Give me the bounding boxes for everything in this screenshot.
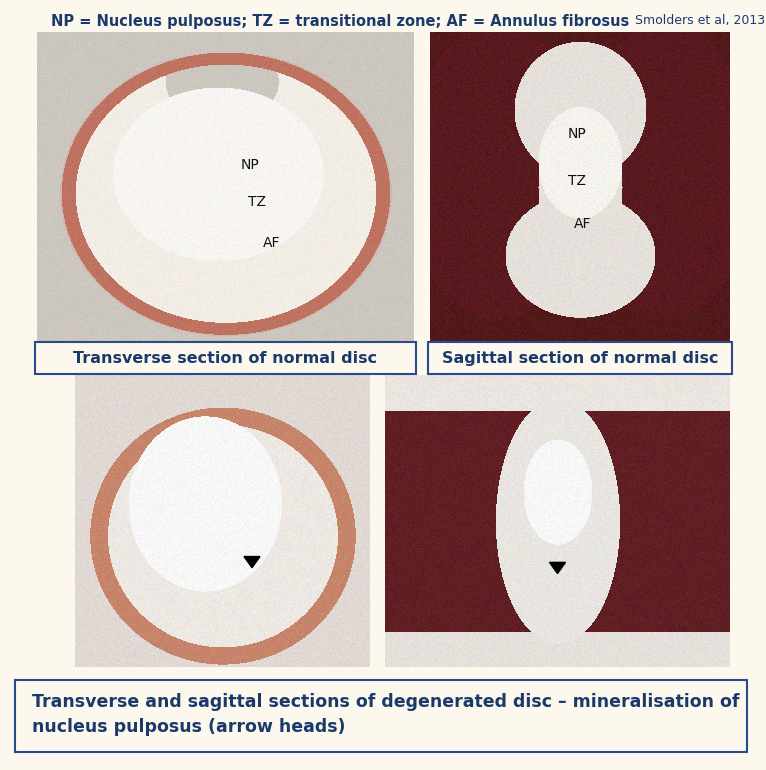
Text: NP: NP: [241, 159, 260, 172]
Text: Sagittal section of normal disc: Sagittal section of normal disc: [442, 351, 719, 366]
Text: TZ: TZ: [568, 174, 586, 188]
Text: NP: NP: [568, 127, 587, 142]
FancyBboxPatch shape: [15, 680, 747, 752]
Text: TZ: TZ: [248, 196, 266, 209]
Text: Smolders et al, 2013: Smolders et al, 2013: [635, 14, 765, 27]
Polygon shape: [244, 557, 260, 567]
Text: Transverse and sagittal sections of degenerated disc – mineralisation of
nucleus: Transverse and sagittal sections of dege…: [32, 693, 739, 736]
Text: AF: AF: [264, 236, 280, 249]
FancyBboxPatch shape: [428, 342, 732, 374]
Text: Transverse section of normal disc: Transverse section of normal disc: [74, 351, 378, 366]
Text: AF: AF: [574, 217, 591, 231]
FancyBboxPatch shape: [35, 342, 416, 374]
Text: NP = Nucleus pulposus; TZ = transitional zone; AF = Annulus fibrosus: NP = Nucleus pulposus; TZ = transitional…: [51, 14, 629, 29]
Polygon shape: [549, 562, 565, 574]
